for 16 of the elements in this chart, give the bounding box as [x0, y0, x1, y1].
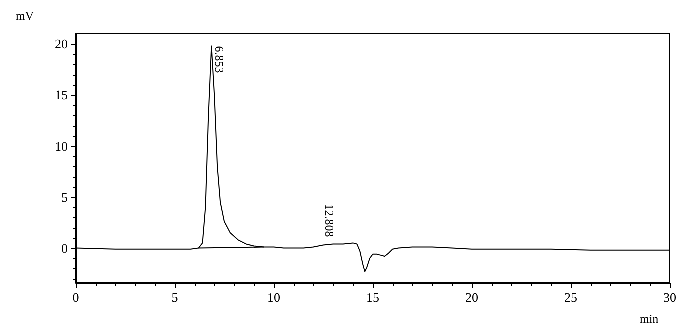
- y-axis-title: mV: [16, 9, 34, 23]
- y-tick-label: 20: [55, 36, 68, 52]
- x-tick-label: 10: [268, 290, 280, 305]
- y-tick-label: 15: [55, 88, 68, 103]
- x-tick-label: 30: [664, 290, 676, 305]
- annotation: 12.808: [322, 204, 337, 238]
- annotation: 6.853: [212, 46, 227, 74]
- x-tick-label: 15: [366, 290, 380, 305]
- x-tick-label: 25: [564, 290, 578, 305]
- x-tick-label: 5: [172, 290, 178, 305]
- y-tick-label: 0: [62, 240, 68, 256]
- y-tick-label: 10: [55, 138, 68, 154]
- x-axis-title: min: [640, 312, 659, 326]
- x-tick-label: 20: [466, 290, 478, 305]
- x-tick-label: 0: [72, 290, 80, 305]
- y-tick-label: 5: [62, 190, 68, 205]
